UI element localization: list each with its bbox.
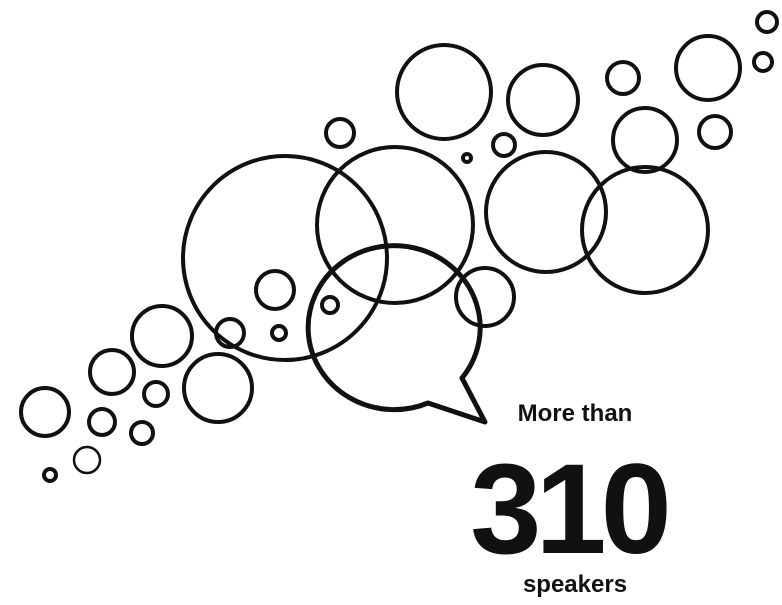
lead-text: More than	[518, 400, 633, 427]
unit-text: speakers	[523, 571, 627, 598]
big-number: 310	[470, 438, 666, 581]
bubbles-decoration	[19, 10, 779, 483]
speech-bubble	[305, 243, 488, 425]
